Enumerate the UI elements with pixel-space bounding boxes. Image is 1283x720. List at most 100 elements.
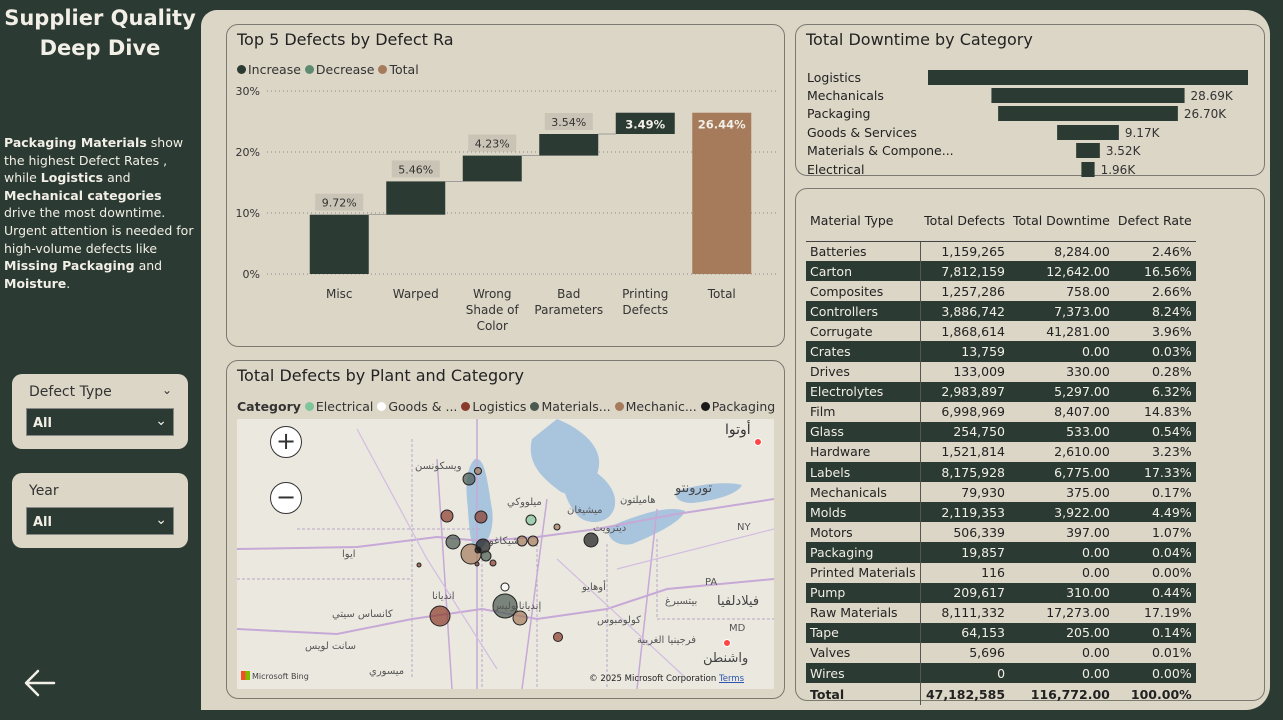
table-row[interactable]: Raw Materials 8,111,332 17,273.00 17.19%: [806, 602, 1196, 623]
table-cell: 79,930: [961, 484, 1006, 500]
funnel-bar[interactable]: [1081, 162, 1095, 177]
table-cell: 7,812,159: [920, 261, 1010, 282]
arrow-left-icon[interactable]: [22, 665, 58, 701]
funnel-bar[interactable]: [991, 88, 1185, 103]
waterfall-bar[interactable]: [615, 112, 675, 135]
map-bubble[interactable]: [492, 593, 518, 619]
map-place-label: أوتوا: [725, 422, 751, 438]
legend-item-electrical[interactable]: Electrical: [304, 399, 373, 414]
table-row[interactable]: Film 6,998,969 8,407.00 14.83%: [806, 401, 1196, 422]
table-cell: 0.00: [1082, 565, 1110, 581]
map-bubble[interactable]: [553, 523, 561, 531]
year-dropdown[interactable]: All ⌄: [26, 507, 174, 535]
table-row[interactable]: Controllers 3,886,742 7,373.00 8.24%: [806, 301, 1196, 322]
map-place-label: ميسوري: [369, 666, 405, 677]
map-bubble[interactable]: [416, 562, 422, 568]
table-cell: 41,281.00: [1046, 323, 1110, 339]
table-row[interactable]: Batteries 1,159,265 8,284.00 2.46%: [806, 241, 1196, 262]
table-cell: 0.04%: [1113, 542, 1196, 563]
table-row[interactable]: Valves 5,696 0.00 0.01%: [806, 642, 1196, 663]
lake-ontario: [675, 483, 742, 503]
slicer-label: Defect Type: [29, 384, 112, 400]
table-cell: 0.54%: [1113, 421, 1196, 442]
map-bubble[interactable]: [489, 559, 497, 567]
map-place-label: واشنطن: [703, 651, 749, 666]
table-total-cell: Total: [806, 683, 921, 706]
y-tick-label: 30%: [236, 85, 260, 98]
map-bubble[interactable]: [500, 582, 510, 592]
table-row[interactable]: Labels 8,175,928 6,775.00 17.33%: [806, 462, 1196, 483]
legend-item-mechanicals[interactable]: Mechanic...: [614, 399, 697, 414]
table-cell: 3.96%: [1151, 323, 1192, 339]
map-bubble[interactable]: [462, 472, 476, 486]
column-header[interactable]: Material Type: [806, 201, 921, 242]
table-cell: 0.44%: [1113, 582, 1196, 603]
column-header[interactable]: Defect Rate: [1113, 201, 1196, 242]
legend-item-decrease[interactable]: Decrease: [304, 62, 375, 77]
table-row[interactable]: Corrugate 1,868,614 41,281.00 3.96%: [806, 321, 1196, 342]
table-row[interactable]: Drives 133,009 330.00 0.28%: [806, 361, 1196, 382]
map-bubble[interactable]: [583, 532, 599, 548]
table-row[interactable]: Glass 254,750 533.00 0.54%: [806, 421, 1196, 442]
column-header[interactable]: Total Defects: [920, 201, 1010, 242]
waterfall-bar[interactable]: [539, 134, 599, 156]
legend-label: Goods & ...: [388, 399, 458, 414]
table-row[interactable]: Crates 13,759 0.00 0.03%: [806, 341, 1196, 362]
legend-item-packaging[interactable]: Packaging: [700, 399, 775, 414]
terms-link[interactable]: Terms: [718, 674, 744, 684]
table-row[interactable]: Composites 1,257,286 758.00 2.66%: [806, 281, 1196, 302]
table-row[interactable]: Mechanicals 79,930 375.00 0.17%: [806, 482, 1196, 503]
table-row[interactable]: Motors 506,339 397.00 1.07%: [806, 522, 1196, 543]
data-label-bg: [315, 193, 364, 211]
waterfall-bar[interactable]: [692, 112, 752, 274]
map-bubble[interactable]: [474, 510, 488, 524]
zoom-out-button[interactable]: −: [270, 482, 302, 514]
map-bubble[interactable]: [474, 546, 482, 554]
legend-item-logistics[interactable]: Logistics: [461, 399, 526, 414]
map-bubble[interactable]: [445, 534, 461, 550]
table-row[interactable]: Wires 0 0.00 0.00%: [806, 662, 1196, 684]
funnel-category-label: Materials & Compone...: [807, 143, 954, 158]
funnel-bar[interactable]: [1076, 143, 1100, 158]
waterfall-bar[interactable]: [462, 155, 522, 182]
legend-item-increase[interactable]: Increase: [237, 62, 301, 77]
funnel-bar[interactable]: [1057, 125, 1119, 140]
waterfall-bar[interactable]: [309, 214, 369, 274]
table-row[interactable]: Printed Materials 116 0.00 0.00%: [806, 562, 1196, 583]
summary-text: Packaging Materials show the highest Def…: [4, 134, 196, 292]
table-cell: Batteries: [806, 241, 921, 262]
map-bubble[interactable]: [527, 535, 539, 547]
map-bubble[interactable]: [525, 514, 537, 526]
column-header[interactable]: Total Downtime: [1009, 201, 1114, 242]
table-row[interactable]: Carton 7,812,159 12,642.00 16.56%: [806, 261, 1196, 282]
table-row[interactable]: Pump 209,617 310.00 0.44%: [806, 582, 1196, 603]
table-row[interactable]: Hardware 1,521,814 2,610.00 3.23%: [806, 441, 1196, 463]
map-bubble[interactable]: [429, 605, 451, 627]
map-place-label: إنديانابوليس: [492, 601, 542, 612]
map-bubble[interactable]: [474, 467, 482, 475]
funnel-bar[interactable]: [928, 70, 1248, 85]
defect-type-dropdown[interactable]: All ⌄: [26, 408, 174, 436]
map-bubble[interactable]: [553, 632, 563, 642]
funnel-bar[interactable]: [998, 106, 1178, 121]
table-row[interactable]: Packaging 19,857 0.00 0.04%: [806, 542, 1196, 563]
map-bubble[interactable]: [474, 561, 480, 567]
legend-item-goods[interactable]: Goods & ...: [377, 399, 457, 414]
legend-item-materials[interactable]: Materials...: [530, 399, 611, 414]
legend-item-total[interactable]: Total: [378, 62, 419, 77]
waterfall-bar[interactable]: [386, 181, 446, 215]
map-bubble[interactable]: [512, 610, 528, 626]
map-bubble[interactable]: [440, 509, 454, 523]
table-row[interactable]: Electrolytes 2,983,897 5,297.00 6.32%: [806, 381, 1196, 402]
bubble-map[interactable]: + − أوتوا ويسكونسن ميلووكي ميشيغان هاميلتون ت…: [237, 419, 774, 689]
map-bubble[interactable]: [516, 535, 528, 547]
map-bubble[interactable]: [480, 550, 492, 562]
chevron-down-icon[interactable]: ⌄: [161, 383, 172, 397]
table-cell: 8,111,332: [941, 605, 1006, 621]
table-cell: 14.83%: [1144, 404, 1192, 420]
map-place-label: MD: [729, 623, 746, 634]
table-cell: Film: [806, 401, 921, 422]
table-row[interactable]: Molds 2,119,353 3,922.00 4.49%: [806, 502, 1196, 523]
zoom-in-button[interactable]: +: [270, 426, 302, 458]
table-row[interactable]: Tape 64,153 205.00 0.14%: [806, 622, 1196, 643]
